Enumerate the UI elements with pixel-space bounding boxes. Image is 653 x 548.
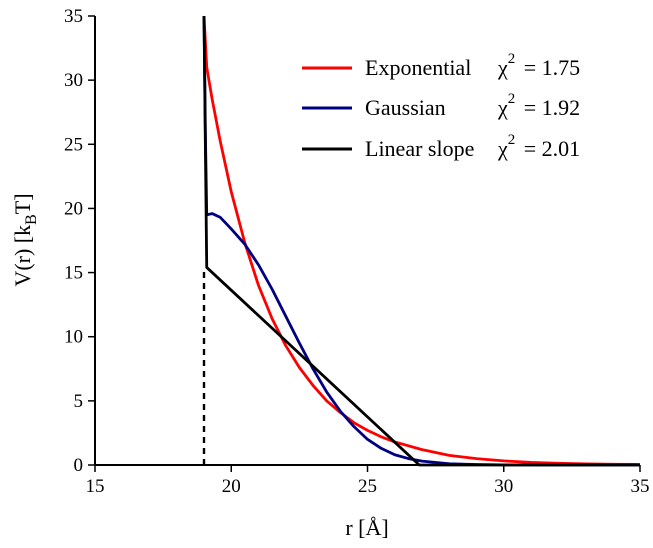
legend-label: Linear slope [365, 136, 474, 161]
y-tick-label: 30 [64, 70, 83, 91]
chi-value: = 1.75 [518, 55, 580, 80]
chi-exponent: 2 [508, 51, 516, 67]
y-axis-title: V(r) [kBT] [10, 193, 40, 286]
x-tick-label: 25 [358, 476, 377, 497]
y-axis-title-sub: B [23, 214, 40, 225]
y-tick-label: 0 [74, 455, 84, 476]
y-axis-title-main: V(r) [k [10, 225, 35, 287]
chi-symbol: χ [497, 55, 508, 80]
chi-value: = 1.92 [518, 95, 580, 120]
chi-value: = 2.01 [518, 136, 580, 161]
chi-symbol: χ [497, 95, 508, 120]
y-tick-label: 35 [64, 6, 83, 27]
chi-exponent: 2 [508, 132, 516, 148]
series-line-exponential [202, 15, 641, 466]
y-tick-label: 20 [64, 198, 83, 219]
y-tick-label: 15 [64, 263, 83, 284]
legend-label: Exponential [365, 55, 471, 80]
x-tick-label: 35 [631, 476, 650, 497]
chi-exponent: 2 [508, 91, 516, 107]
y-tick-label: 10 [64, 327, 83, 348]
series-line-linear-slope [202, 15, 640, 467]
axes [94, 16, 640, 466]
x-tick-label: 20 [222, 476, 241, 497]
x-tick-label: 15 [86, 476, 105, 497]
y-ticks: 0 5 10 15 20 25 30 35 [64, 6, 95, 476]
x-axis-title: r [Å] [345, 515, 388, 540]
x-ticks: 15 20 25 30 35 [86, 465, 650, 497]
y-axis-title-tail: T] [10, 193, 35, 214]
legend-label: Gaussian [365, 95, 446, 120]
series-line-gaussian [202, 15, 640, 467]
chi-symbol: χ [497, 136, 508, 161]
legend-chi-square: χ2 = 1.92 [497, 91, 580, 120]
series-layer [202, 15, 641, 467]
y-tick-label: 5 [74, 391, 84, 412]
legend-chi-square: χ2 = 1.75 [497, 51, 580, 80]
legend-chi-square: χ2 = 2.01 [497, 132, 580, 161]
y-tick-label: 25 [64, 134, 83, 155]
x-tick-label: 30 [494, 476, 513, 497]
